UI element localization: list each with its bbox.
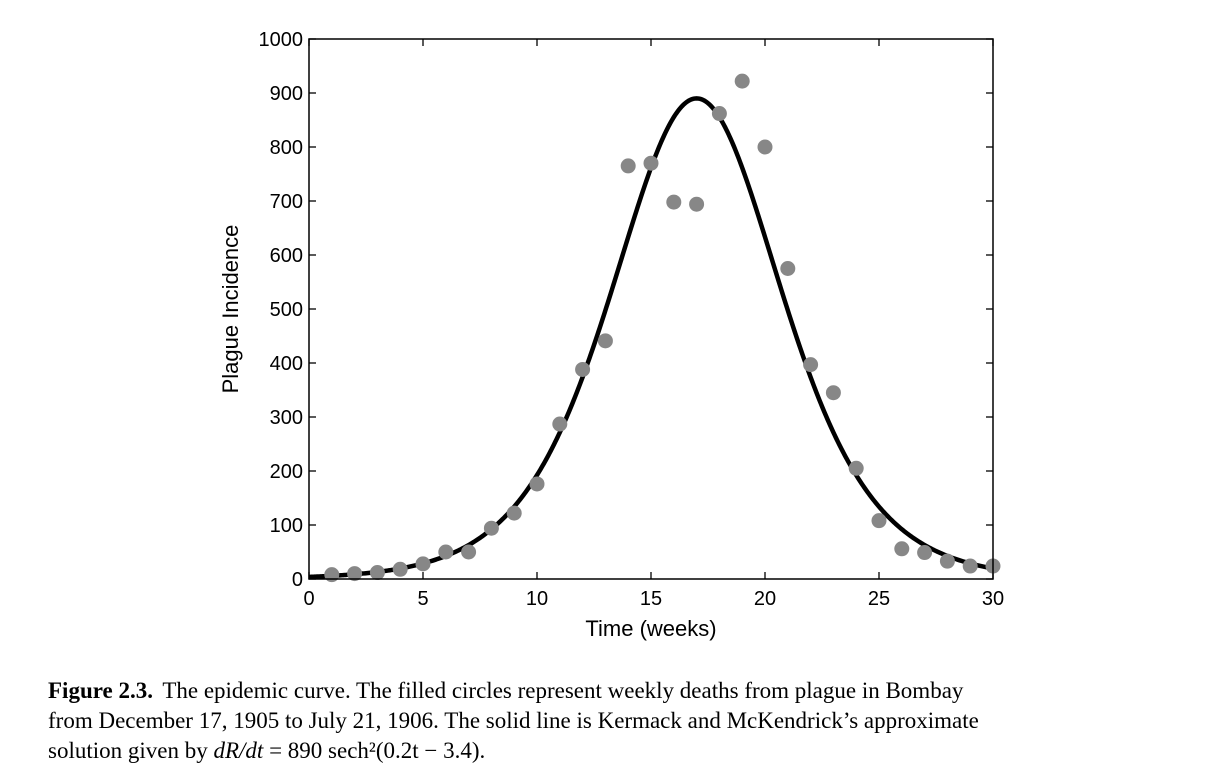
- data-point: [666, 194, 682, 210]
- x-tick-label: 0: [303, 588, 314, 610]
- data-points: [324, 73, 1001, 583]
- data-point: [825, 385, 841, 401]
- data-point: [848, 460, 864, 476]
- y-tick-label: 500: [270, 299, 303, 321]
- y-tick-label: 100: [270, 515, 303, 537]
- y-tick-label: 600: [270, 245, 303, 267]
- y-tick-label: 700: [270, 191, 303, 213]
- data-point: [780, 261, 796, 276]
- caption-text-1: The epidemic curve. The filled circles r…: [162, 678, 964, 703]
- data-point: [529, 476, 545, 492]
- data-point: [552, 416, 568, 432]
- figure-caption: Figure 2.3. The epidemic curve. The fill…: [48, 676, 1183, 766]
- data-point: [803, 357, 819, 373]
- caption-text-3: solution given by: [48, 738, 208, 763]
- data-point: [689, 196, 705, 212]
- data-point: [757, 139, 773, 155]
- y-tick-label: 300: [270, 407, 303, 429]
- data-point: [597, 333, 613, 349]
- x-tick-label: 5: [417, 588, 428, 610]
- data-point: [461, 544, 477, 560]
- x-axis-label: Time (weeks): [585, 616, 716, 641]
- y-tick-label: 1000: [259, 29, 304, 51]
- data-point: [506, 505, 522, 521]
- caption-line-3: solution given by dR/dt = 890 sech²(0.2t…: [48, 736, 1183, 766]
- y-tick-label: 200: [270, 461, 303, 483]
- data-point: [962, 558, 978, 574]
- y-tick-label: 900: [270, 83, 303, 105]
- data-point: [324, 567, 340, 583]
- figure-number: Figure 2.3.: [48, 678, 153, 703]
- axis-ticks: [308, 38, 994, 580]
- data-point: [415, 556, 431, 572]
- plot-frame: [308, 38, 994, 580]
- data-point: [575, 361, 591, 377]
- caption-line-2: from December 17, 1905 to July 21, 1906.…: [48, 708, 979, 733]
- data-point: [369, 565, 385, 581]
- y-tick-label: 400: [270, 353, 303, 375]
- data-point: [734, 73, 750, 89]
- formula-lhs: dR/dt: [213, 738, 264, 763]
- x-tick-label: 30: [982, 588, 1004, 610]
- data-point: [347, 566, 363, 582]
- data-point: [939, 553, 955, 569]
- data-point: [620, 158, 636, 174]
- data-point: [917, 545, 933, 561]
- data-point: [643, 155, 659, 171]
- x-tick-label: 25: [868, 588, 890, 610]
- data-point: [871, 513, 887, 529]
- data-point: [894, 541, 910, 557]
- epidemic-chart: 0 5 10 15 20 25 300100200300400500600700800900…: [218, 29, 1005, 641]
- data-point: [438, 544, 454, 560]
- tick-labels: 0 5 10 15 20 25 300100200300400500600700800900…: [259, 29, 1005, 610]
- x-tick-label: 15: [640, 588, 662, 610]
- y-axis-label: Plague Incidence: [218, 225, 243, 394]
- data-point: [711, 106, 727, 122]
- formula-rhs: = 890 sech²(0.2t − 3.4).: [269, 738, 486, 763]
- data-point: [392, 561, 408, 577]
- x-tick-label: 20: [754, 588, 776, 610]
- x-tick-label: 10: [526, 588, 548, 610]
- y-tick-label: 800: [270, 137, 303, 159]
- caption-line-1: Figure 2.3. The epidemic curve. The fill…: [48, 676, 1183, 706]
- y-tick-label: 0: [292, 569, 303, 591]
- data-point: [483, 520, 499, 536]
